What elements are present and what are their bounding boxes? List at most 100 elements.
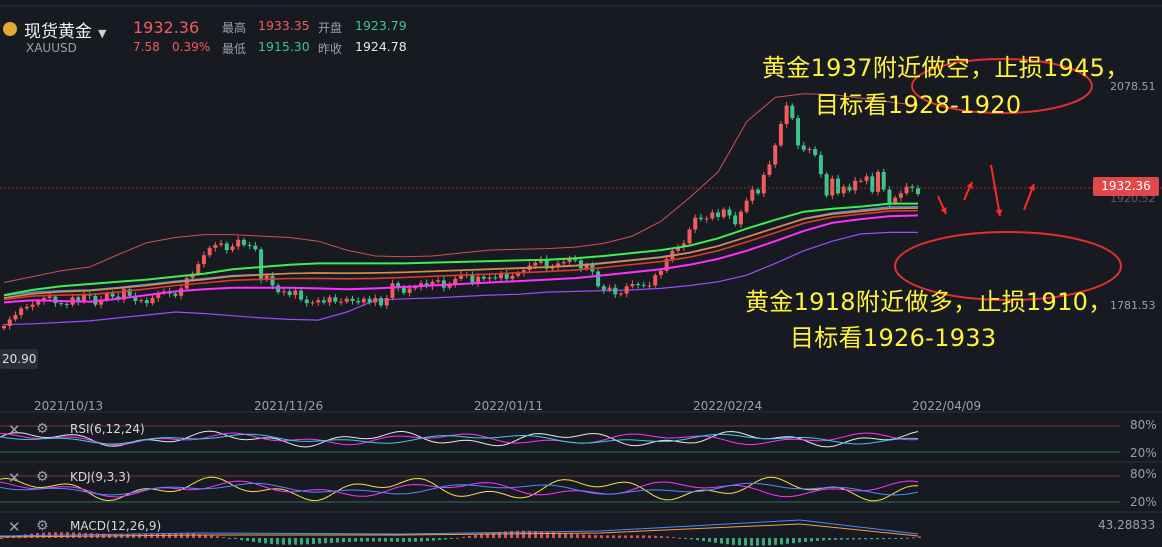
macd-histogram-bar bbox=[432, 538, 435, 541]
macd-histogram-bar bbox=[678, 537, 681, 539]
candle-body bbox=[104, 293, 109, 300]
macd-histogram-bar bbox=[258, 538, 261, 543]
long-target-ellipse bbox=[894, 231, 1122, 301]
macd-histogram-bar bbox=[204, 534, 207, 538]
macd-settings-gear-icon[interactable]: ⚙ bbox=[36, 518, 49, 534]
symbol-selector[interactable]: 现货黄金 ▼ bbox=[24, 17, 106, 42]
macd-label: MACD(12,26,9) bbox=[70, 519, 162, 533]
candle-body bbox=[30, 304, 35, 307]
candle-body bbox=[236, 239, 241, 247]
macd-histogram-bar bbox=[390, 538, 393, 542]
macd-histogram-bar bbox=[462, 536, 465, 538]
candle-body bbox=[470, 274, 475, 284]
candle-body bbox=[881, 171, 886, 190]
macd-histogram-bar bbox=[474, 534, 477, 538]
candle-body bbox=[356, 300, 361, 303]
candle-body bbox=[110, 293, 115, 297]
candle-body bbox=[784, 105, 789, 124]
macd-histogram-bar bbox=[426, 538, 429, 542]
macd-histogram-bar bbox=[762, 538, 765, 546]
candle-body bbox=[693, 217, 698, 230]
candle-body bbox=[807, 149, 812, 151]
kdj-line-k bbox=[0, 482, 919, 496]
macd-histogram-bar bbox=[780, 538, 783, 545]
macd-histogram-bar bbox=[756, 538, 759, 546]
candle-body bbox=[836, 178, 841, 194]
macd-histogram-bar bbox=[468, 535, 471, 538]
macd-histogram-bar bbox=[882, 538, 885, 540]
current-price-tag: 1932.36 bbox=[1093, 177, 1159, 196]
macd-histogram-bar bbox=[282, 538, 285, 545]
candle-body bbox=[310, 302, 315, 304]
macd-histogram-bar bbox=[750, 538, 753, 546]
price-axis-upper: 2078.51 bbox=[1110, 80, 1156, 93]
candle-body bbox=[710, 212, 715, 219]
macd-histogram-bar bbox=[804, 538, 807, 542]
macd-histogram-bar bbox=[384, 538, 387, 542]
macd-histogram-bar bbox=[306, 538, 309, 545]
kdj-label: KDJ(9,3,3) bbox=[70, 470, 131, 484]
candle-body bbox=[847, 186, 852, 191]
candle-body bbox=[139, 300, 144, 302]
macd-histogram-bar bbox=[222, 537, 225, 539]
high-value: 1933.35 bbox=[258, 18, 310, 33]
macd-histogram-bar bbox=[816, 538, 819, 541]
macd-histogram-bar bbox=[702, 538, 705, 542]
macd-histogram-bar bbox=[612, 535, 615, 538]
macd-histogram-bar bbox=[420, 538, 423, 542]
macd-histogram-bar bbox=[366, 538, 369, 542]
candle-body bbox=[276, 285, 281, 293]
macd-histogram-bar bbox=[828, 538, 831, 541]
macd-histogram-bar bbox=[522, 530, 525, 538]
candle-body bbox=[864, 176, 869, 181]
candle-body bbox=[510, 275, 515, 279]
macd-histogram-bar bbox=[594, 535, 597, 538]
candle-body bbox=[344, 298, 349, 302]
candle-body bbox=[493, 277, 498, 279]
macd-histogram-bar bbox=[624, 535, 627, 538]
macd-histogram-bar bbox=[666, 536, 669, 538]
candle-body bbox=[396, 283, 401, 288]
candle-body bbox=[636, 284, 641, 286]
macd-histogram-bar bbox=[726, 538, 729, 545]
ma-green-line bbox=[3, 202, 918, 297]
candle-body bbox=[99, 299, 104, 305]
macd-histogram-bar bbox=[546, 531, 549, 538]
macd-histogram-bar bbox=[348, 538, 351, 542]
candle-body bbox=[630, 284, 635, 287]
candle-body bbox=[379, 298, 384, 306]
macd-histogram-bar bbox=[552, 532, 555, 538]
candle-body bbox=[264, 275, 269, 280]
close-macd-icon[interactable]: ✕ bbox=[8, 518, 21, 536]
macd-histogram-bar bbox=[630, 535, 633, 538]
candle-body bbox=[544, 258, 549, 269]
candle-body bbox=[653, 275, 658, 286]
macd-histogram-bar bbox=[342, 538, 345, 543]
candle-body bbox=[916, 188, 920, 195]
macd-histogram-bar bbox=[414, 538, 417, 542]
macd-dif-line bbox=[0, 519, 919, 537]
macd-histogram-bar bbox=[846, 538, 849, 540]
candle-body bbox=[156, 292, 161, 299]
candle-body bbox=[304, 299, 309, 304]
macd-histogram-bar bbox=[288, 538, 291, 545]
candle-body bbox=[704, 218, 709, 220]
macd-histogram-bar bbox=[186, 533, 189, 538]
candle-body bbox=[76, 297, 81, 302]
short-signal-text-line1: 黄金1937附近做空，止损1945， bbox=[762, 54, 1130, 82]
candle-body bbox=[321, 300, 326, 303]
candle-body bbox=[339, 301, 344, 303]
candle-body bbox=[327, 297, 332, 303]
candle-body bbox=[824, 174, 829, 196]
close-kdj-icon[interactable]: ✕ bbox=[8, 469, 21, 487]
rsi-settings-gear-icon[interactable]: ⚙ bbox=[36, 421, 49, 437]
close-rsi-icon[interactable]: ✕ bbox=[8, 421, 21, 439]
candle-body bbox=[384, 298, 389, 306]
candle-body bbox=[533, 262, 538, 266]
candle-body bbox=[224, 243, 229, 251]
kdj-settings-gear-icon[interactable]: ⚙ bbox=[36, 469, 49, 485]
candle-body bbox=[601, 286, 606, 290]
candle-body bbox=[36, 300, 41, 305]
macd-histogram-bar bbox=[510, 530, 513, 538]
chevron-down-icon[interactable]: ▼ bbox=[98, 27, 107, 40]
